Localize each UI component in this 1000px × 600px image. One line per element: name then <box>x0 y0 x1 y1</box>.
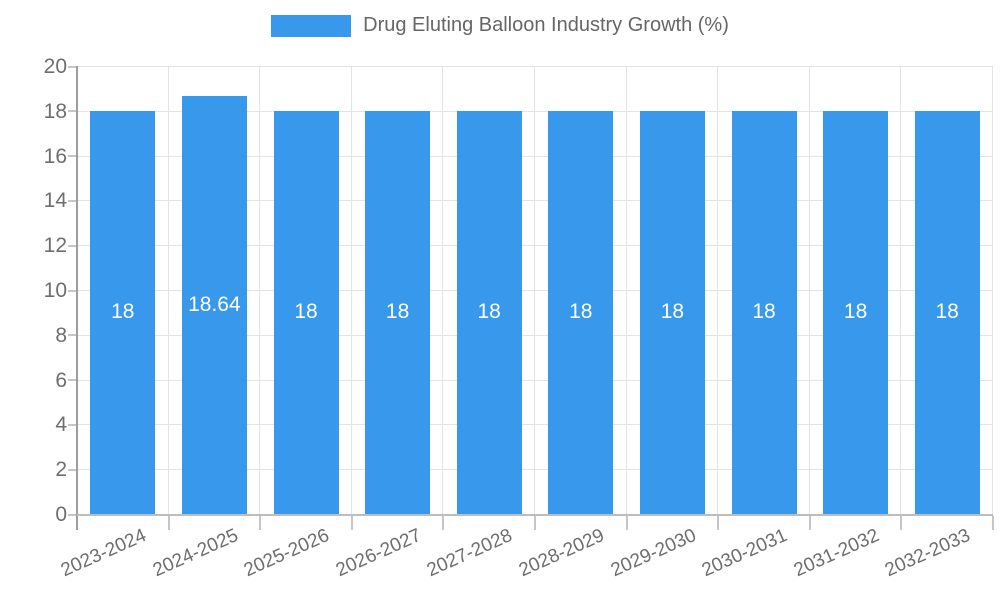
y-axis-tick <box>68 110 77 113</box>
bar-2026-2027[interactable] <box>365 110 431 514</box>
x-gridline <box>167 66 169 515</box>
bar-2031-2032[interactable] <box>823 110 889 514</box>
y-gridline <box>77 334 993 336</box>
y-axis-tick <box>68 289 77 292</box>
x-gridline <box>992 66 993 515</box>
legend-label: Drug Eluting Balloon Industry Growth (%) <box>363 14 729 36</box>
y-axis-tick-label: 18 <box>43 99 67 123</box>
x-axis-tick-label: 2030-2031 <box>698 525 791 582</box>
y-axis-tick-label: 14 <box>43 189 67 213</box>
bar-value-label: 18 <box>752 300 776 324</box>
bar-2028-2029[interactable] <box>548 110 614 514</box>
y-axis-tick <box>68 155 77 158</box>
x-gridline <box>259 66 261 515</box>
x-axis-tick <box>350 516 353 530</box>
x-gridline <box>900 66 902 515</box>
bar-2025-2026[interactable] <box>273 110 339 514</box>
x-axis-tick-label: 2025-2026 <box>240 525 333 582</box>
x-gridline <box>442 66 444 515</box>
y-axis-tick-label: 2 <box>55 458 67 482</box>
x-axis-tick <box>167 516 170 530</box>
y-axis-tick-label: 16 <box>43 144 67 168</box>
x-axis-tick <box>900 516 903 530</box>
x-axis-tick-label: 2023-2024 <box>57 525 150 582</box>
y-axis-tick <box>68 513 77 516</box>
y-gridline <box>77 245 993 247</box>
y-gridline <box>77 66 993 67</box>
x-axis-tick-label: 2032-2033 <box>882 525 974 582</box>
y-axis-tick <box>68 65 77 68</box>
chart-legend[interactable]: Drug Eluting Balloon Industry Growth (%) <box>0 14 1000 37</box>
x-axis-tick <box>717 516 720 530</box>
y-axis-tick <box>68 334 77 337</box>
x-axis-tick-label: 2028-2029 <box>515 525 608 582</box>
bar-2032-2033[interactable] <box>914 110 980 514</box>
y-gridline <box>77 379 993 381</box>
y-axis-tick-label: 12 <box>43 234 67 258</box>
bar-2027-2028[interactable] <box>456 110 522 514</box>
y-axis-line <box>76 66 78 530</box>
x-axis-tick <box>625 516 628 530</box>
bar-value-label: 18 <box>385 300 410 324</box>
x-axis-baseline <box>77 514 993 516</box>
y-axis-tick-label: 10 <box>43 279 67 302</box>
x-axis-tick <box>992 516 994 530</box>
bar-2023-2024[interactable] <box>90 110 156 514</box>
bar-2030-2031[interactable] <box>731 110 797 514</box>
x-axis-tick <box>259 516 262 530</box>
x-gridline <box>350 66 352 515</box>
bar-value-label: 18 <box>843 300 868 324</box>
x-axis-tick-label: 2026-2027 <box>332 525 425 582</box>
y-axis-tick-label: 0 <box>55 503 67 526</box>
x-axis-tick <box>442 516 445 530</box>
x-gridline <box>717 66 719 515</box>
bar-2029-2030[interactable] <box>639 110 705 514</box>
y-axis-tick <box>68 379 77 382</box>
y-axis-tick <box>68 468 77 471</box>
y-axis-tick-label: 8 <box>55 323 67 347</box>
bar-value-label: 18 <box>660 300 685 324</box>
y-axis-tick <box>68 423 77 426</box>
x-gridline <box>808 66 810 515</box>
x-axis-tick-label: 2027-2028 <box>424 525 516 582</box>
y-gridline <box>77 290 993 291</box>
bar-value-label: 18 <box>935 300 959 324</box>
bar-value-label: 18 <box>111 300 135 324</box>
plot-area <box>68 65 994 530</box>
y-axis-tick-label: 4 <box>55 413 67 437</box>
y-axis-tick <box>68 244 77 247</box>
y-axis-tick-label: 6 <box>55 368 67 392</box>
x-axis-tick-label: 2029-2030 <box>607 525 699 582</box>
bar-value-label: 18 <box>294 300 318 324</box>
y-axis-tick <box>68 199 77 202</box>
x-gridline <box>534 66 535 515</box>
bar-value-label: 18 <box>477 300 501 324</box>
x-axis-tick <box>808 516 811 530</box>
x-gridline <box>625 66 627 515</box>
x-axis-tick-label: 2024-2025 <box>149 525 241 582</box>
bar-value-label: 18 <box>569 300 593 324</box>
y-gridline <box>77 200 993 202</box>
legend-swatch <box>271 14 352 37</box>
x-axis-tick <box>534 516 536 530</box>
y-axis-tick-label: 20 <box>43 55 67 78</box>
y-gridline <box>77 424 993 426</box>
y-gridline <box>77 469 993 471</box>
y-gridline <box>77 110 993 112</box>
bar-value-label: 18.64 <box>188 293 241 317</box>
bar-2024-2025[interactable] <box>181 96 247 514</box>
x-axis-tick-label: 2031-2032 <box>790 525 883 582</box>
y-gridline <box>77 155 993 157</box>
